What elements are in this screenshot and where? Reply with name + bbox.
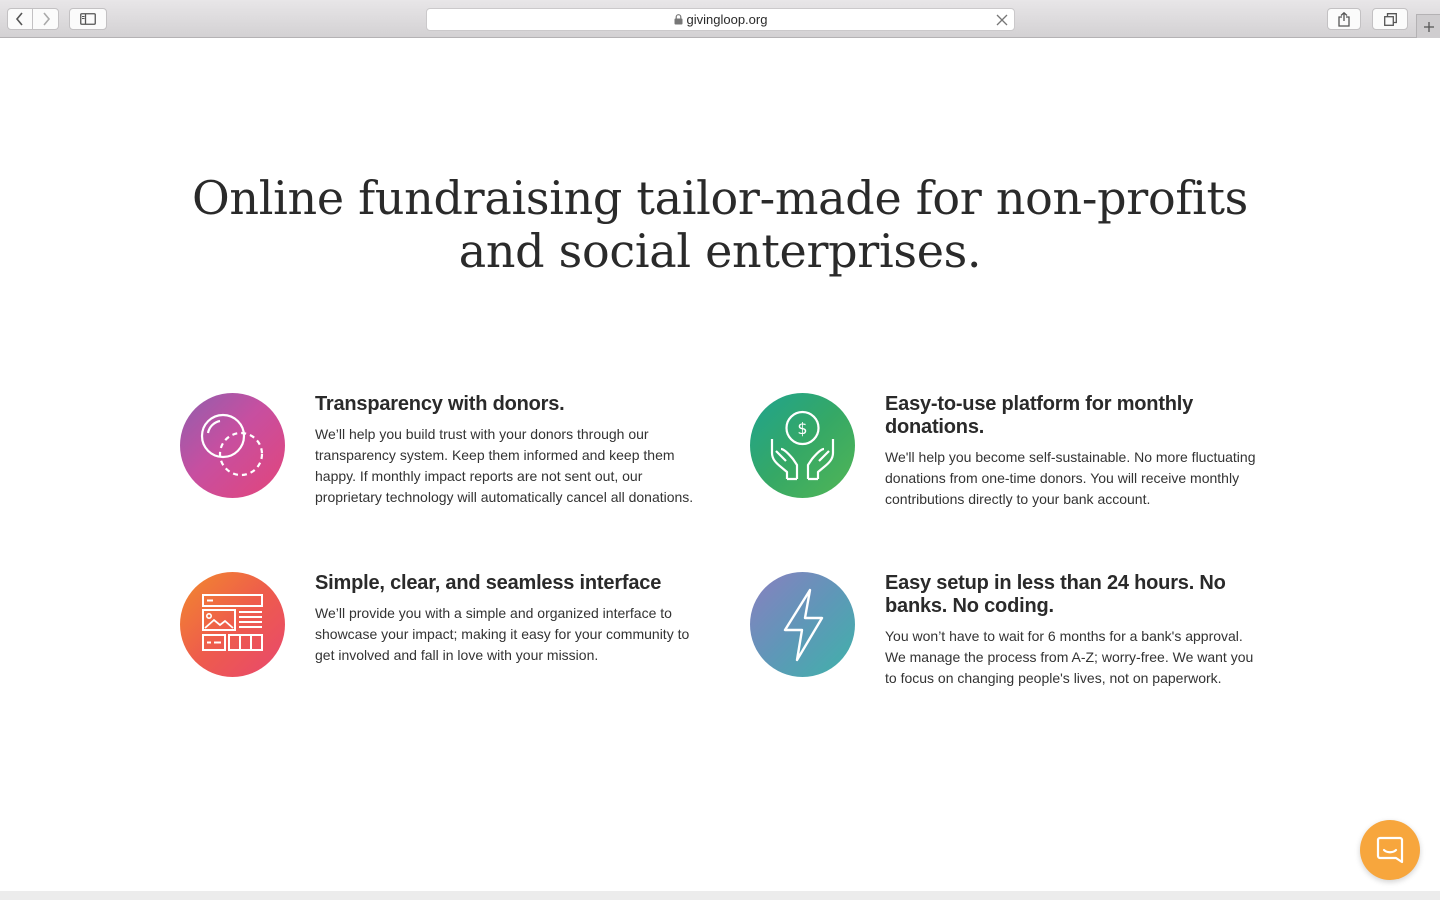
sidebar-toggle-button[interactable] <box>69 8 107 30</box>
feature-description: We’ll help you build trust with your don… <box>315 426 694 505</box>
lock-icon <box>674 14 683 25</box>
overlapping-circles-icon <box>200 413 264 477</box>
page-title: Online fundraising tailor-made for non-p… <box>120 172 1320 278</box>
lightning-bolt-icon <box>783 588 824 662</box>
address-bar[interactable]: givingloop.org <box>426 8 1015 31</box>
tabs-overview-icon <box>1383 12 1397 26</box>
feature-icon-badge: $ <box>750 393 855 498</box>
chevron-right-icon <box>42 12 50 26</box>
chat-bubble-icon <box>1376 836 1404 864</box>
headline-line-1: Online fundraising tailor-made for non-p… <box>192 171 1248 225</box>
chat-launcher-button[interactable] <box>1360 820 1420 880</box>
sidebar-icon <box>80 13 96 25</box>
feature-description: You won’t have to wait for 6 months for … <box>885 628 1254 686</box>
back-button[interactable] <box>7 8 33 30</box>
browser-toolbar: givingloop.org <box>0 0 1440 38</box>
url-text: givingloop.org <box>686 12 768 27</box>
feature-icon-badge <box>750 572 855 677</box>
close-icon[interactable] <box>996 14 1008 29</box>
plus-icon <box>1423 21 1434 32</box>
feature-title: Easy setup in less than 24 hours. No ban… <box>885 572 1226 617</box>
feature-title: Transparency with donors. <box>315 393 565 415</box>
headline-line-2: and social enterprises. <box>458 224 982 278</box>
svg-text:$: $ <box>797 419 807 438</box>
bottom-scroll-edge <box>0 891 1440 900</box>
forward-button[interactable] <box>33 8 59 30</box>
feature-icon-badge <box>180 393 285 498</box>
feature-title: Easy-to-use platform for monthly donatio… <box>885 393 1194 438</box>
feature-title: Simple, clear, and seamless interface <box>315 572 662 594</box>
hands-holding-dollar-icon: $ <box>770 410 835 481</box>
tab-overview-button[interactable] <box>1372 8 1408 30</box>
new-tab-button[interactable] <box>1416 14 1440 38</box>
chevron-left-icon <box>15 12 23 26</box>
share-icon <box>1338 11 1350 27</box>
web-layout-icon <box>202 594 263 651</box>
feature-description: We'll help you become self-sustainable. … <box>885 449 1256 507</box>
feature-description: We’ll provide you with a simple and orga… <box>315 605 690 663</box>
feature-icon-badge <box>180 572 285 677</box>
share-button[interactable] <box>1327 8 1361 30</box>
